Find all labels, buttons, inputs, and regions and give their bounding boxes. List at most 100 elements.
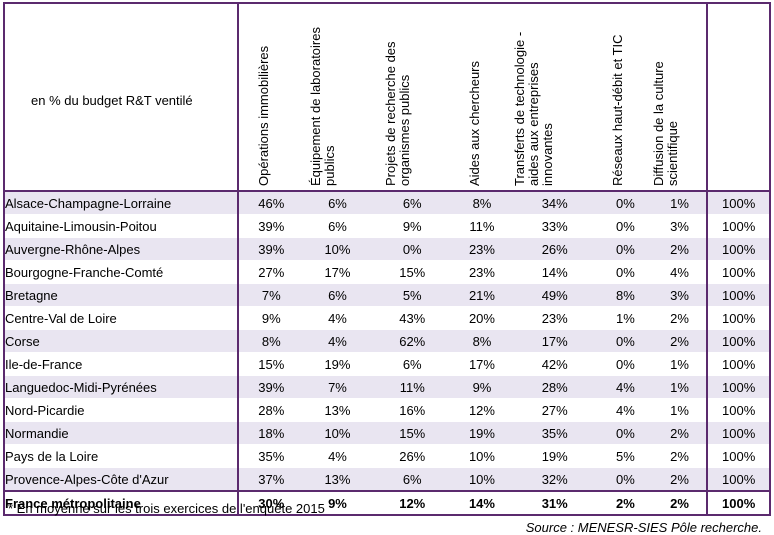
table-row: Auvergne-Rhône-Alpes 39% 10% 0% 23% 26% 0% 2% 10… [2, 237, 771, 261]
value-cell: 34% [511, 191, 599, 215]
col-header-label: Équipement de laboratoires publics [308, 27, 338, 186]
budget-table: en % du budget R&T ventilé Opérations im… [2, 2, 771, 516]
value-cell: 26% [511, 237, 599, 261]
value-cell: 16% [371, 398, 453, 422]
value-cell: 8% [452, 329, 512, 353]
value-cell: 5% [598, 444, 653, 468]
col-header-label: Aides aux chercheurs [466, 60, 482, 186]
value-cell: 6% [371, 352, 453, 376]
value-cell: 1% [652, 398, 708, 422]
value-cell: 37% [238, 467, 304, 492]
region-cell: Bourgogne-Franche-Comté [2, 260, 240, 284]
table-row: Alsace-Champagne-Lorraine 46% 6% 6% 8% 34% 0% 1… [2, 191, 771, 215]
value-cell: 4% [303, 306, 372, 330]
region-cell: Pays de la Loire [2, 444, 240, 468]
value-cell: 0% [598, 329, 653, 353]
value-cell: 27% [238, 260, 304, 284]
col-header-label: Opérations immobilières [256, 45, 272, 186]
value-cell: 23% [511, 306, 599, 330]
region-cell: Aquitaine-Limousin-Poitou [2, 214, 240, 238]
table-row: Languedoc-Midi-Pyrénées 39% 7% 11% 9% 28% 4% 1%… [2, 375, 771, 399]
total-cell: 100% [706, 306, 771, 330]
value-cell: 35% [238, 444, 304, 468]
corner-label: en % du budget R&T ventilé [31, 93, 193, 108]
value-cell: 6% [303, 191, 372, 215]
table-row: Ile-de-France 15% 19% 6% 17% 42% 0% 1% 100% [2, 352, 771, 376]
value-cell: 1% [652, 375, 708, 399]
header-row: en % du budget R&T ventilé Opérations im… [2, 2, 771, 192]
region-cell: Alsace-Champagne-Lorraine [2, 191, 240, 215]
value-cell: 9% [452, 375, 512, 399]
footer-value: 2% [598, 490, 653, 516]
value-cell: 6% [371, 191, 453, 215]
value-cell: 15% [371, 260, 453, 284]
value-cell: 39% [238, 375, 304, 399]
table-body: Alsace-Champagne-Lorraine 46% 6% 6% 8% 34% 0% 1… [2, 191, 771, 492]
region-cell: Provence-Alpes-Côte d'Azur [2, 467, 240, 492]
value-cell: 17% [452, 352, 512, 376]
value-cell: 0% [598, 191, 653, 215]
value-cell: 23% [452, 237, 512, 261]
value-cell: 6% [303, 214, 372, 238]
col-header-label: Projets de recherche des organismes publ… [383, 41, 413, 186]
value-cell: 20% [452, 306, 512, 330]
table-row: Pays de la Loire 35% 4% 26% 10% 19% 5% 2% 100% [2, 444, 771, 468]
value-cell: 1% [598, 306, 653, 330]
footer-row: France métropolitaine 30% 9% 12% 14% 31%… [2, 490, 771, 516]
value-cell: 0% [598, 467, 653, 492]
value-cell: 46% [238, 191, 304, 215]
value-cell: 1% [652, 352, 708, 376]
col-header-projets: Projets de recherche des organismes publ… [371, 2, 453, 192]
value-cell: 39% [238, 237, 304, 261]
value-cell: 8% [238, 329, 304, 353]
value-cell: 15% [238, 352, 304, 376]
value-cell: 0% [598, 214, 653, 238]
value-cell: 12% [452, 398, 512, 422]
value-cell: 6% [371, 467, 453, 492]
region-cell: Centre-Val de Loire [2, 306, 240, 330]
region-cell: Corse [2, 329, 240, 353]
value-cell: 35% [511, 421, 599, 445]
value-cell: 43% [371, 306, 453, 330]
value-cell: 4% [598, 398, 653, 422]
col-header-label: Réseaux haut-débit et TIC [610, 34, 626, 186]
value-cell: 3% [652, 283, 708, 307]
footer-value: 12% [371, 490, 453, 516]
value-cell: 49% [511, 283, 599, 307]
value-cell: 4% [303, 444, 372, 468]
value-cell: 18% [238, 421, 304, 445]
total-cell: 100% [706, 398, 771, 422]
value-cell: 32% [511, 467, 599, 492]
value-cell: 26% [371, 444, 453, 468]
value-cell: 27% [511, 398, 599, 422]
value-cell: 4% [598, 375, 653, 399]
footnote: * En moyenne sur les trois exercices de … [8, 501, 325, 516]
value-cell: 2% [652, 421, 708, 445]
total-cell: 100% [706, 283, 771, 307]
table-row: Centre-Val de Loire 9% 4% 43% 20% 23% 1% 2% 100% [2, 306, 771, 330]
total-cell: 100% [706, 352, 771, 376]
value-cell: 33% [511, 214, 599, 238]
value-cell: 0% [598, 421, 653, 445]
value-cell: 21% [452, 283, 512, 307]
footer-value: 31% [511, 490, 599, 516]
total-cell: 100% [706, 214, 771, 238]
total-cell: 100% [706, 421, 771, 445]
total-cell: 100% [706, 444, 771, 468]
value-cell: 0% [598, 260, 653, 284]
col-header-transferts: Transferts de technologie - aides aux en… [511, 2, 599, 192]
region-cell: Normandie [2, 421, 240, 445]
value-cell: 14% [511, 260, 599, 284]
table-row: Provence-Alpes-Côte d'Azur 37% 13% 6% 10% 32%… [2, 467, 771, 492]
table-row: Aquitaine-Limousin-Poitou 39% 6% 9% 11% 33% 0%… [2, 214, 771, 238]
value-cell: 62% [371, 329, 453, 353]
total-cell: 100% [706, 329, 771, 353]
value-cell: 8% [452, 191, 512, 215]
value-cell: 2% [652, 444, 708, 468]
region-cell: Bretagne [2, 283, 240, 307]
table-row: Nord-Picardie 28% 13% 16% 12% 27% 4% 1% 100% [2, 398, 771, 422]
value-cell: 3% [652, 214, 708, 238]
value-cell: 10% [452, 444, 512, 468]
value-cell: 19% [303, 352, 372, 376]
value-cell: 2% [652, 467, 708, 492]
